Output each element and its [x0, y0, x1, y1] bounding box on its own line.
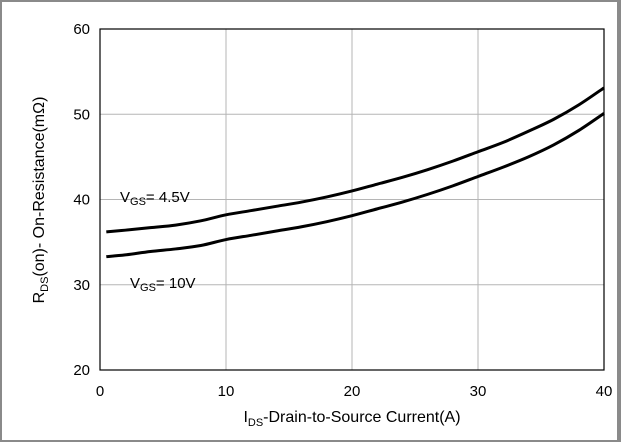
x-tick-label: 40 — [596, 383, 613, 400]
y-tick-labels: 20 30 40 50 60 — [73, 21, 90, 379]
y-axis-title: RDS(on)- On-Resistance(mΩ) — [31, 97, 51, 304]
y-tick-label: 30 — [73, 277, 90, 294]
plot-area-border — [99, 28, 605, 371]
series-label-vgs-10v: VGS= 10V — [130, 275, 196, 294]
y-tick-label: 60 — [73, 21, 90, 38]
x-tick-label: 30 — [470, 383, 487, 400]
x-axis-title: IDS-Drain-to-Source Current(A) — [243, 409, 460, 429]
series-line-vgs-4-5v — [106, 86, 605, 234]
y-tick-label: 20 — [73, 362, 90, 379]
series-line-vgs-10v — [106, 112, 605, 259]
y-tick-label: 50 — [73, 106, 90, 123]
grid-lines — [100, 29, 604, 370]
x-tick-labels: 0 10 20 30 40 — [96, 383, 613, 400]
series-label-vgs-4-5v: VGS= 4.5V — [120, 189, 190, 208]
x-tick-label: 0 — [96, 383, 104, 400]
x-tick-label: 10 — [218, 383, 235, 400]
y-tick-label: 40 — [73, 192, 90, 209]
series-lines — [106, 86, 605, 259]
x-tick-label: 20 — [344, 383, 361, 400]
